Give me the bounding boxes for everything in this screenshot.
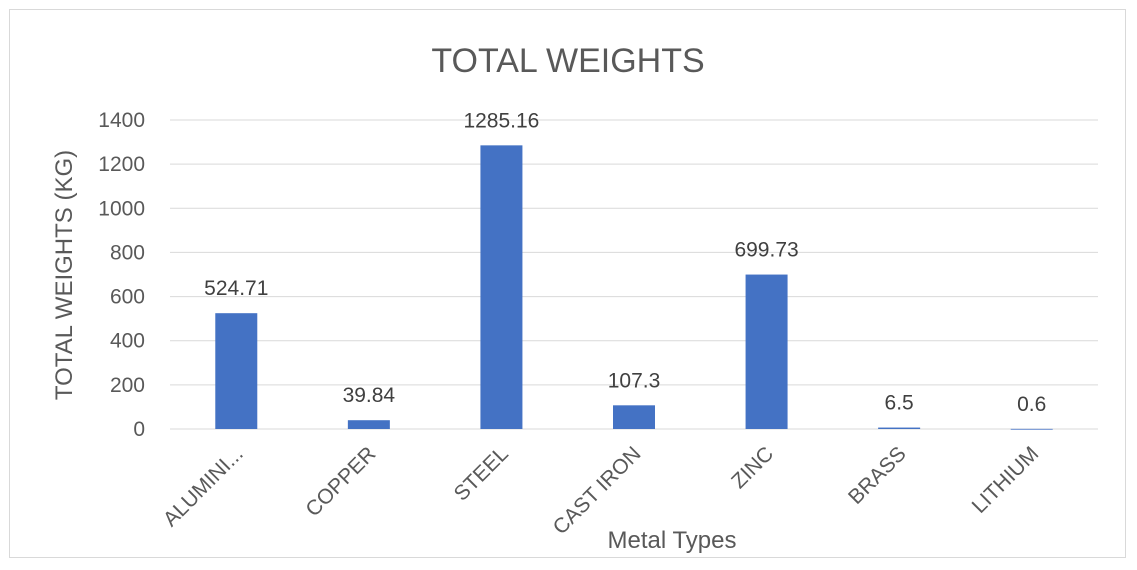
gridlines xyxy=(170,119,1098,430)
y-tick-label: 600 xyxy=(110,286,145,309)
data-label: 39.84 xyxy=(343,384,396,407)
bar xyxy=(480,145,523,429)
bar xyxy=(745,274,788,429)
x-tick-label: COPPER xyxy=(301,442,380,521)
data-label: 0.6 xyxy=(1017,393,1046,416)
x-tick-label: CAST IRON xyxy=(549,442,646,539)
x-tick-label: BRASS xyxy=(844,442,911,509)
bar xyxy=(878,427,921,429)
bar xyxy=(613,405,655,429)
bars xyxy=(215,145,1053,430)
bar xyxy=(215,313,258,429)
data-label: 699.73 xyxy=(734,239,798,262)
chart-frame xyxy=(9,9,1126,558)
x-axis-ticks: ALUMINI... COPPER STEEL CAST IRON ZINC BRASS L… xyxy=(159,442,1043,539)
y-tick-label: 1200 xyxy=(98,153,145,176)
bar xyxy=(1010,428,1053,430)
x-tick-label: ALUMINI... xyxy=(159,442,248,531)
y-tick-label: 1400 xyxy=(98,109,145,132)
y-axis-title: TOTAL WEIGHTS (KG) xyxy=(51,150,78,400)
y-tick-label: 0 xyxy=(133,418,145,441)
y-tick-label: 400 xyxy=(110,330,145,353)
y-axis-ticks: 0 200 400 600 800 1000 1200 1400 xyxy=(98,109,145,441)
bar xyxy=(347,420,390,429)
data-label: 6.5 xyxy=(885,392,914,415)
data-labels: 524.71 39.84 1285.16 107.3 699.73 6.5 0.6 xyxy=(204,109,1046,416)
data-label: 1285.16 xyxy=(463,109,539,132)
chart-title: TOTAL WEIGHTS xyxy=(431,42,704,80)
y-tick-label: 1000 xyxy=(98,197,145,220)
y-tick-label: 200 xyxy=(110,374,145,397)
x-axis-title: Metal Types xyxy=(608,527,737,554)
x-tick-label: ZINC xyxy=(727,442,778,493)
x-tick-label: STEEL xyxy=(450,442,513,505)
y-tick-label: 800 xyxy=(110,241,145,264)
x-tick-label: LITHIUM xyxy=(968,442,1044,518)
data-label: 524.71 xyxy=(204,277,268,300)
data-label: 107.3 xyxy=(608,369,661,392)
